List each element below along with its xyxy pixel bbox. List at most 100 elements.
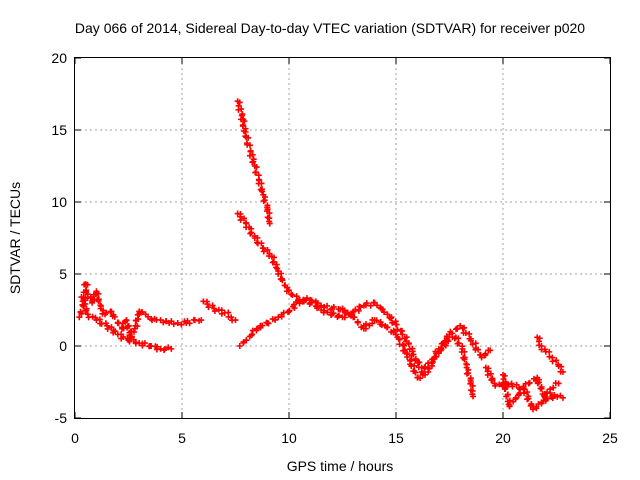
data-point [209, 302, 216, 309]
data-point [454, 325, 461, 332]
data-point [178, 321, 185, 328]
data-point [455, 340, 462, 347]
data-point [252, 169, 259, 176]
data-point [186, 320, 193, 327]
data-point [241, 118, 248, 125]
data-point [259, 322, 266, 329]
data-point [237, 217, 244, 224]
data-point [410, 351, 417, 358]
data-point [168, 345, 175, 352]
data-point [467, 337, 474, 344]
data-point [544, 389, 551, 396]
data-point [83, 307, 90, 314]
x-tick-label: 20 [495, 430, 511, 446]
data-point [387, 315, 394, 322]
data-point [550, 384, 557, 391]
data-point [84, 281, 91, 288]
data-point [241, 215, 248, 222]
data-point [165, 344, 172, 351]
data-point [354, 319, 361, 326]
data-point [139, 308, 146, 315]
data-point [246, 142, 253, 149]
data-point [278, 313, 285, 320]
data-point [174, 319, 181, 326]
data-point [412, 369, 419, 376]
data-point [422, 363, 429, 370]
data-point [191, 317, 198, 324]
data-point [265, 320, 272, 327]
data-point [482, 351, 489, 358]
data-point [324, 309, 331, 316]
data-point [250, 158, 257, 165]
data-point [154, 343, 161, 350]
data-point [104, 325, 111, 332]
data-point [161, 346, 168, 353]
data-point [253, 164, 260, 171]
data-point [559, 368, 566, 375]
data-point [270, 258, 277, 265]
y-axis-label: SDTVAR / TECUs [7, 182, 23, 294]
data-point [533, 405, 540, 412]
data-point [534, 380, 541, 387]
data-point [89, 299, 96, 306]
data-point [289, 292, 296, 299]
data-point [469, 341, 476, 348]
data-point [416, 359, 423, 366]
x-axis-label: GPS time / hours [287, 458, 394, 474]
y-tick-label: 10 [51, 194, 67, 210]
data-point [95, 297, 102, 304]
data-point [89, 313, 96, 320]
data-point [211, 308, 218, 315]
data-point [475, 346, 482, 353]
data-point [330, 303, 337, 310]
data-point [492, 382, 499, 389]
data-point [401, 346, 408, 353]
data-point [204, 301, 211, 308]
data-point [525, 395, 532, 402]
data-point [278, 270, 285, 277]
data-point [367, 302, 374, 309]
data-point [249, 151, 256, 158]
data-point [461, 356, 468, 363]
data-point [253, 325, 260, 332]
data-point [529, 406, 536, 413]
data-point [264, 246, 271, 253]
data-point [293, 299, 300, 306]
data-point [378, 321, 385, 328]
data-point [128, 333, 135, 340]
data-point [82, 300, 89, 307]
data-point [538, 399, 545, 406]
data-point [293, 293, 300, 300]
plot-frame [74, 57, 611, 419]
data-point [272, 316, 279, 323]
data-point [418, 368, 425, 375]
data-point [469, 382, 476, 389]
data-point [198, 317, 205, 324]
data-point [111, 313, 118, 320]
data-point [461, 348, 468, 355]
data-point [103, 309, 110, 316]
data-point [421, 371, 428, 378]
data-point [373, 317, 380, 324]
data-point [363, 321, 370, 328]
data-point [444, 337, 451, 344]
data-point [258, 240, 265, 247]
data-point [285, 287, 292, 294]
data-point [352, 306, 359, 313]
data-point [363, 300, 370, 307]
data-point [408, 356, 415, 363]
data-point [445, 338, 452, 345]
grid [75, 58, 610, 418]
data-point [245, 134, 252, 141]
data-point [506, 402, 513, 409]
chart-title: Day 066 of 2014, Sidereal Day-to-day VTE… [75, 20, 585, 36]
data-point [442, 342, 449, 349]
data-point [399, 331, 406, 338]
data-point [461, 324, 468, 331]
data-point [405, 340, 412, 347]
data-point [258, 180, 265, 187]
data-point [508, 380, 515, 387]
data-point [506, 397, 513, 404]
